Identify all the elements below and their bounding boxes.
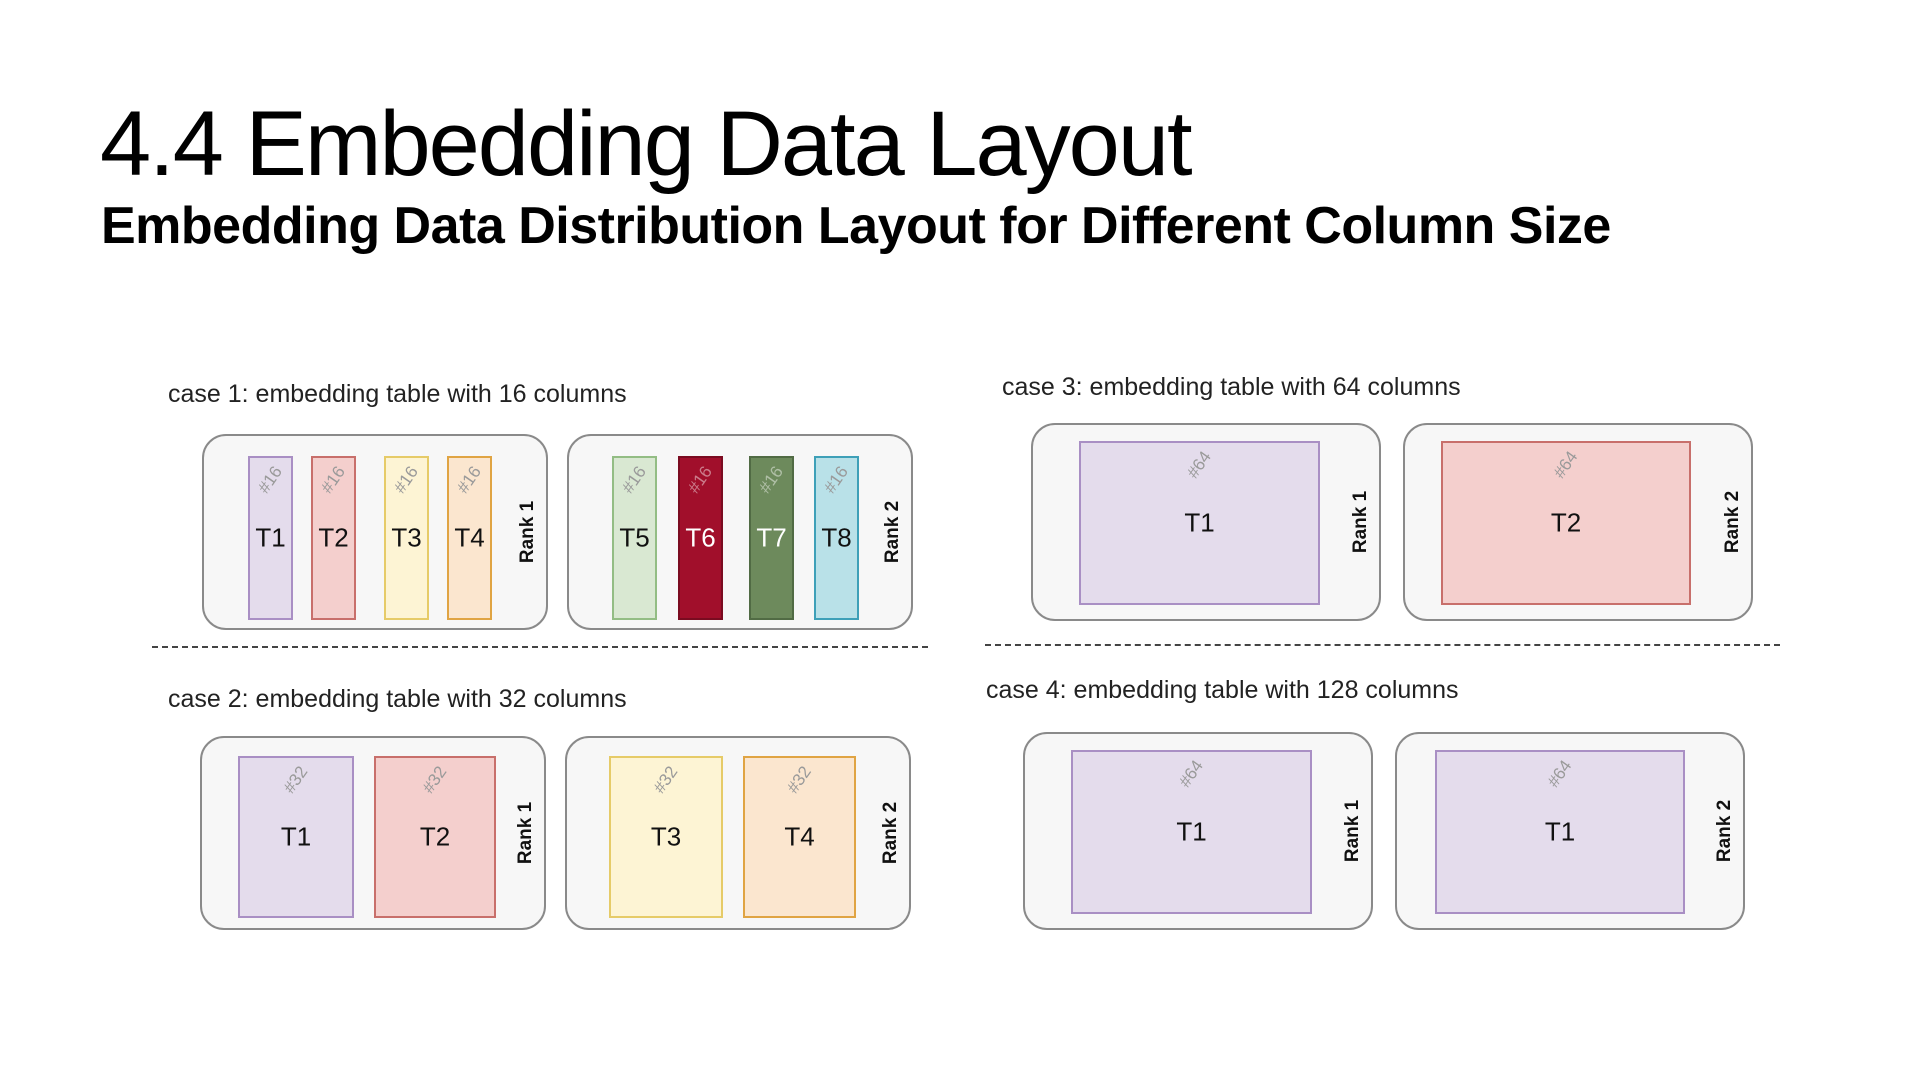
table-name: T1 <box>280 821 312 852</box>
table-column-count: #16 <box>755 462 788 497</box>
table-name: T4 <box>454 522 485 553</box>
table-column-count: #16 <box>618 462 651 497</box>
rank-label: Rank 1 <box>1342 799 1363 863</box>
table-name: T3 <box>650 821 682 852</box>
rank-label: Rank 2 <box>1714 799 1735 863</box>
table-column-count: #64 <box>1543 756 1576 791</box>
embedding-table-block: #64 T1 <box>1435 750 1685 914</box>
rank-label: Rank 1 <box>515 801 536 865</box>
rank-label: Rank 2 <box>880 801 901 865</box>
table-name: T8 <box>821 522 852 553</box>
table-column-count: #16 <box>390 462 423 497</box>
embedding-table-block: #32 T3 <box>609 756 723 918</box>
table-name: T2 <box>1550 507 1582 538</box>
embedding-table-block: #16 T4 <box>447 456 492 620</box>
table-column-count: #16 <box>317 462 350 497</box>
table-name: T4 <box>784 821 815 852</box>
case-1-rank-2-box: #16 T5 #16 T6 #16 T7 #16 T8 Rank 2 <box>567 434 913 630</box>
embedding-table-block: #16 T6 <box>678 456 723 620</box>
embedding-table-block: #16 T7 <box>749 456 794 620</box>
table-column-count: #16 <box>254 462 287 497</box>
embedding-table-block: #32 T4 <box>743 756 856 918</box>
case-2-rank-1-box: #32 T1 #32 T2 Rank 1 <box>200 736 546 930</box>
case-4-rank-2-box: #64 T1 Rank 2 <box>1395 732 1745 930</box>
table-name: T7 <box>756 522 787 553</box>
embedding-table-block: #16 T1 <box>248 456 293 620</box>
embedding-table-block: #32 T2 <box>374 756 496 918</box>
embedding-table-block: #64 T1 <box>1079 441 1320 605</box>
slide-subtitle: Embedding Data Distribution Layout for D… <box>101 197 1611 255</box>
rank-label: Rank 2 <box>882 500 903 564</box>
table-name: T2 <box>318 522 349 553</box>
embedding-table-block: #16 T3 <box>384 456 429 620</box>
case-3-rank-1-box: #64 T1 Rank 1 <box>1031 423 1381 621</box>
table-column-count: #16 <box>453 462 486 497</box>
embedding-table-block: #64 T2 <box>1441 441 1691 605</box>
embedding-table-block: #32 T1 <box>238 756 354 918</box>
embedding-table-block: #16 T8 <box>814 456 859 620</box>
rank-label: Rank 1 <box>1350 490 1371 554</box>
case-2-label: case 2: embedding table with 32 columns <box>168 685 627 713</box>
table-name: T5 <box>619 522 650 553</box>
table-name: T2 <box>419 821 451 852</box>
case-1-label: case 1: embedding table with 16 columns <box>168 380 627 408</box>
case-4-rank-1-box: #64 T1 Rank 1 <box>1023 732 1373 930</box>
table-column-count: #32 <box>279 762 312 797</box>
table-name: T1 <box>1176 816 1207 847</box>
table-column-count: #16 <box>684 462 717 497</box>
case-3-rank-2-box: #64 T2 Rank 2 <box>1403 423 1753 621</box>
table-name: T6 <box>685 522 716 553</box>
case-3-label: case 3: embedding table with 64 columns <box>1002 373 1461 401</box>
case-1-rank-1-box: #16 T1 #16 T2 #16 T3 #16 T4 Rank 1 <box>202 434 548 630</box>
case-2-rank-2-box: #32 T3 #32 T4 Rank 2 <box>565 736 911 930</box>
embedding-table-block: #64 T1 <box>1071 750 1312 914</box>
table-name: T3 <box>391 522 422 553</box>
rank-label: Rank 1 <box>517 500 538 564</box>
embedding-table-block: #16 T2 <box>311 456 356 620</box>
rank-label: Rank 2 <box>1722 490 1743 554</box>
table-name: T1 <box>1544 816 1576 847</box>
slide-title: 4.4 Embedding Data Layout <box>100 93 1193 195</box>
table-name: T1 <box>1184 507 1215 538</box>
case-divider-left <box>152 646 928 648</box>
table-column-count: #64 <box>1549 447 1582 482</box>
case-4-label: case 4: embedding table with 128 columns <box>986 676 1459 704</box>
table-column-count: #32 <box>649 762 682 797</box>
embedding-table-block: #16 T5 <box>612 456 657 620</box>
table-column-count: #32 <box>418 762 451 797</box>
table-column-count: #32 <box>783 762 816 797</box>
table-name: T1 <box>255 522 286 553</box>
case-divider-right <box>985 644 1780 646</box>
table-column-count: #16 <box>820 462 853 497</box>
